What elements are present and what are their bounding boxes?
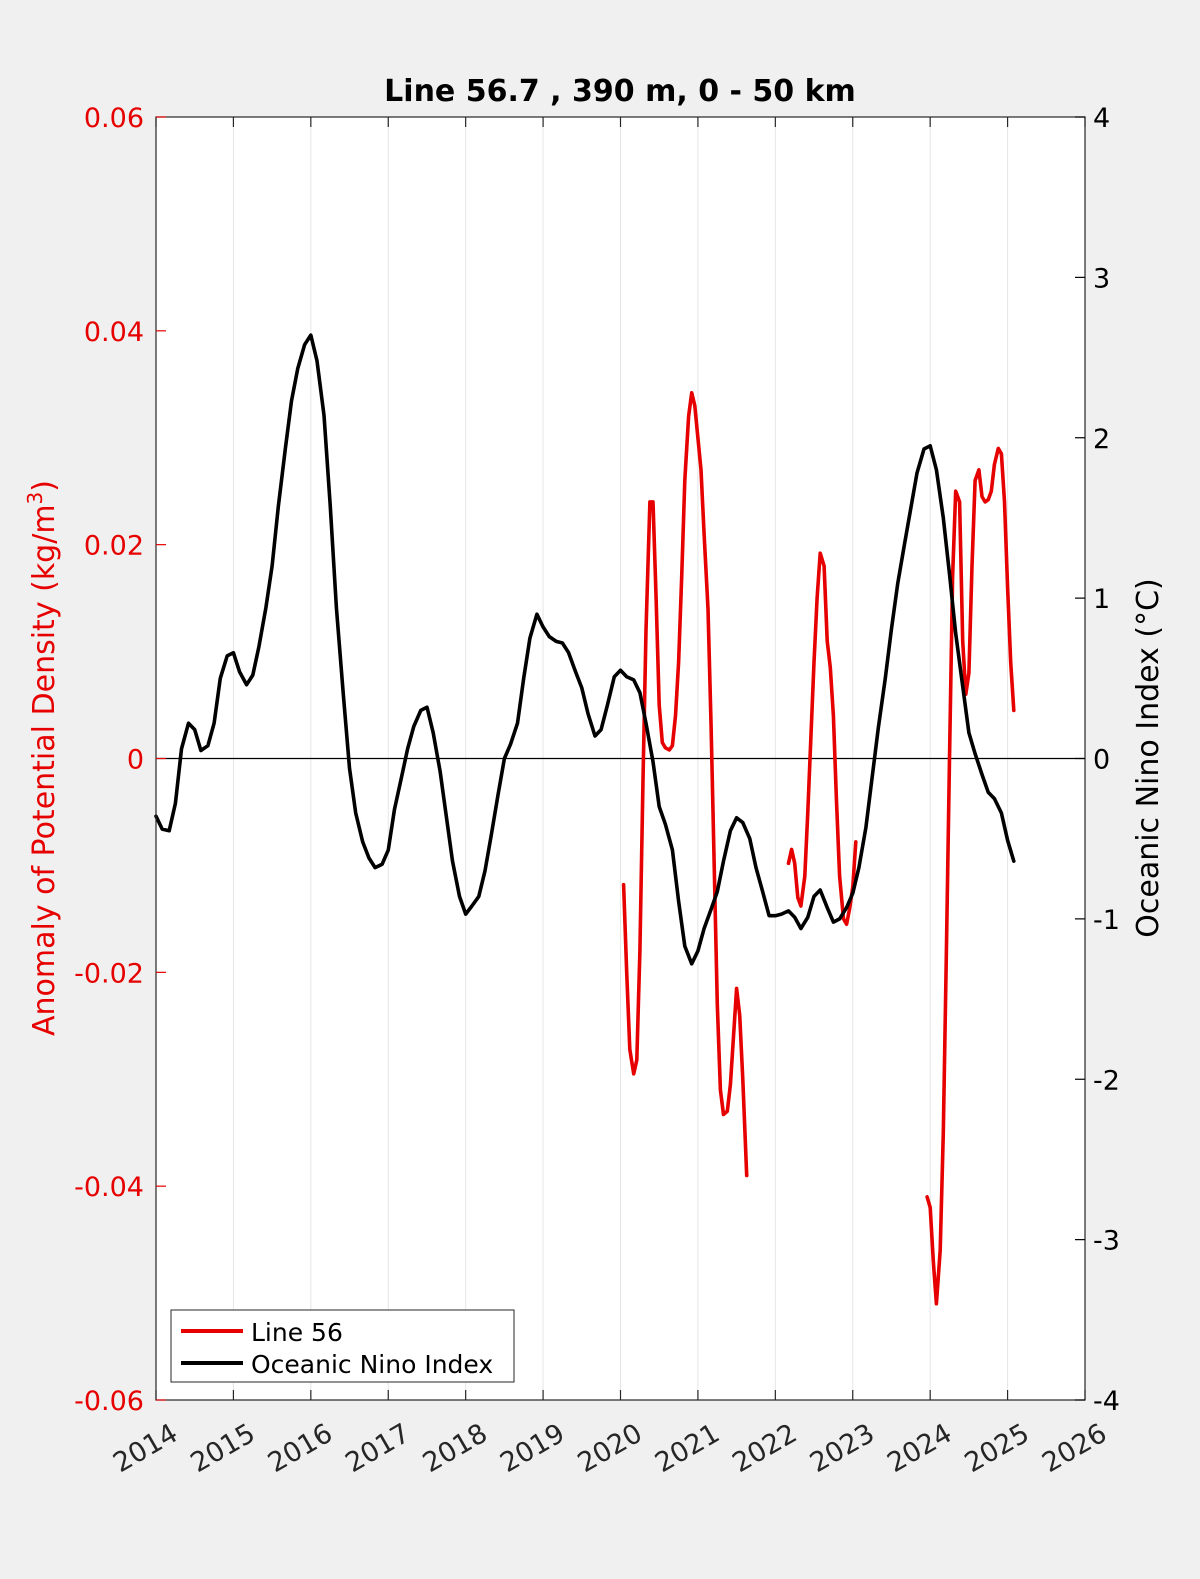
chart-title: Line 56.7 , 390 m, 0 - 50 km	[384, 74, 856, 109]
y-left-tick-label: 0.02	[84, 531, 144, 562]
series-line-56-line-2	[786, 551, 858, 926]
y-left-tick-label: -0.06	[74, 1386, 144, 1417]
y-left-tick-label: -0.02	[74, 958, 144, 989]
legend-label-oni: Oceanic Nino Index	[251, 1350, 493, 1379]
legend: Line 56 Oceanic Nino Index	[170, 1309, 515, 1383]
y-right-tick-label: 1	[1093, 584, 1110, 615]
series-layer	[154, 333, 1016, 1306]
y-axis-left-label-main: Anomaly of Potential Density (kg/m	[27, 504, 62, 1036]
y-right-tick-label: -2	[1093, 1065, 1120, 1096]
y-right-tick-label: -3	[1093, 1226, 1120, 1257]
y-left-tick-label: -0.04	[74, 1172, 144, 1203]
y-right-tick-label: 2	[1093, 424, 1110, 455]
y-axis-right-label: Oceanic Nino Index (°C)	[1131, 578, 1166, 938]
series-oceanic-nino-index-line-1	[154, 333, 1016, 966]
y-right-tick-label: 4	[1093, 103, 1110, 134]
y-right-tick-label: -1	[1093, 905, 1120, 936]
y-left-tick-label: 0.04	[84, 317, 144, 348]
y-right-tick-label: -4	[1093, 1386, 1120, 1417]
y-left-tick-label: 0.06	[84, 103, 144, 134]
series-line-56-line-1	[621, 391, 749, 1178]
y-axis-left-label-sup: 3	[23, 492, 47, 505]
y-axis-left-label-end: )	[27, 480, 62, 492]
y-axis-left-label: Anomaly of Potential Density (kg/m3)	[23, 480, 62, 1036]
series-line-56-line-3	[925, 446, 1016, 1306]
legend-box	[170, 1309, 515, 1383]
y-right-tick-label: 0	[1093, 745, 1110, 776]
legend-label-line-56: Line 56	[251, 1318, 343, 1347]
y-left-tick-label: 0	[127, 745, 144, 776]
y-right-tick-label: 3	[1093, 263, 1110, 294]
